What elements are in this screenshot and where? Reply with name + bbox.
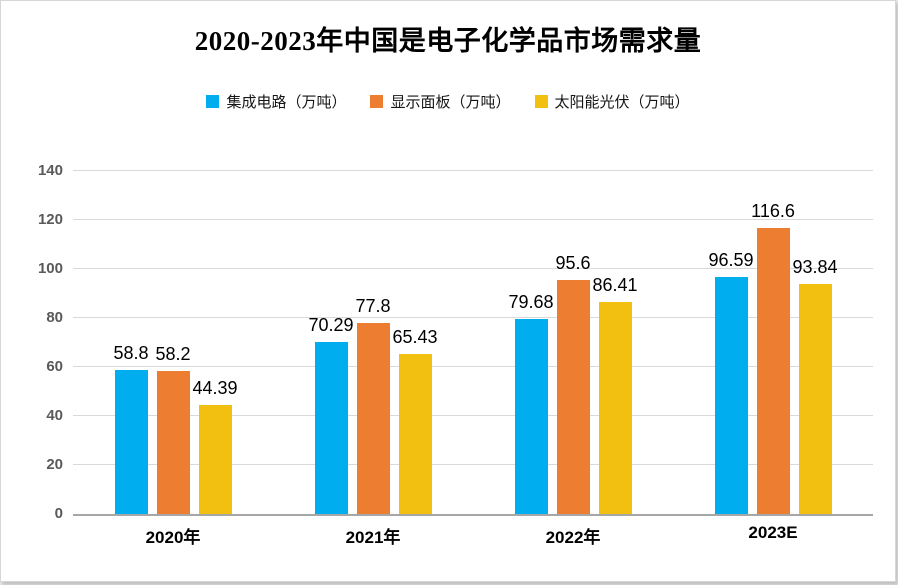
y-axis-tick-label: 40: [46, 407, 63, 424]
y-axis-tick-label: 120: [37, 211, 63, 228]
legend-item: 太阳能光伏（万吨）: [534, 91, 690, 112]
gridline: [73, 317, 873, 318]
bar: 95.6: [555, 253, 591, 514]
gridline: [73, 415, 873, 416]
chart-title: 2020-2023年中国是电子化学品市场需求量: [194, 26, 702, 56]
legend-item: 显示面板（万吨）: [370, 91, 511, 112]
bar-group: 70.29 77.8 65.43: [273, 171, 473, 514]
y-axis-tick-label: 20: [46, 456, 63, 473]
bar-value-label: 86.41: [592, 275, 638, 296]
x-axis-tick-label: 2023E: [748, 523, 798, 542]
legend: 集成电路（万吨） 显示面板（万吨） 太阳能光伏（万吨）: [1, 91, 895, 112]
y-axis-tick-label: 0: [54, 505, 63, 522]
x-axis-labels: 2020年 2021年 2022年 2023E: [73, 523, 873, 548]
y-axis-tick-label: 80: [46, 309, 63, 326]
bar-value-label: 58.8: [113, 342, 149, 363]
bar-value-label: 44.39: [192, 378, 238, 399]
bar-value-label: 79.68: [508, 291, 554, 312]
bar-value-label: 58.2: [155, 344, 191, 365]
bar-value-label: 95.6: [555, 252, 591, 273]
bar-value-label: 65.43: [392, 326, 438, 347]
x-axis-tick-label: 2020年: [145, 528, 201, 547]
gridline: [73, 170, 873, 171]
bar: 44.39: [192, 378, 238, 514]
legend-swatch-icon: [370, 95, 384, 108]
x-axis-tick-label: 2021年: [345, 528, 401, 547]
legend-item: 集成电路（万吨）: [206, 91, 346, 112]
legend-label: 显示面板（万吨）: [390, 94, 511, 111]
y-axis-tick-label: 140: [37, 162, 63, 179]
bar: 58.8: [113, 343, 149, 514]
gridline: [73, 464, 873, 465]
bar-groups: 58.8 58.2 44.39 70.29 77.8 65.43 79.68 95.6 86.4…: [73, 171, 873, 514]
bar: 79.68: [508, 292, 554, 514]
gridline: [73, 219, 873, 220]
bar: 58.2: [155, 344, 191, 514]
bar: 65.43: [392, 327, 438, 514]
bar: 96.59: [708, 250, 754, 514]
y-axis-labels: 0 20 40 60 80 100 120 140: [1, 162, 63, 522]
y-axis-tick-label: 60: [46, 358, 63, 375]
bar-value-label: 116.6: [751, 201, 795, 222]
gridline: [73, 268, 873, 269]
legend-swatch-icon: [534, 95, 548, 108]
legend-label: 集成电路（万吨）: [226, 94, 347, 111]
legend-label: 太阳能光伏（万吨）: [554, 94, 690, 111]
bar-group: 96.59 116.6 93.84: [673, 171, 873, 514]
bar-value-label: 77.8: [355, 296, 391, 317]
bar-value-label: 93.84: [792, 257, 838, 278]
plot-area: 58.8 58.2 44.39 70.29 77.8 65.43 79.68 95.6 86.4…: [73, 170, 873, 516]
bar: 116.6: [751, 201, 795, 514]
bar-value-label: 70.29: [308, 314, 354, 335]
bar: 93.84: [792, 257, 838, 514]
gridline: [73, 366, 873, 367]
bar: 70.29: [308, 315, 354, 514]
y-axis-tick-label: 100: [37, 260, 63, 277]
bar: 86.41: [592, 275, 638, 514]
legend-swatch-icon: [206, 95, 220, 108]
bar-group: 58.8 58.2 44.39: [73, 171, 273, 514]
bar: 77.8: [355, 296, 391, 514]
bar-group: 79.68 95.6 86.41: [473, 171, 673, 514]
x-axis-tick-label: 2022年: [545, 528, 601, 547]
bar-value-label: 96.59: [708, 250, 754, 271]
